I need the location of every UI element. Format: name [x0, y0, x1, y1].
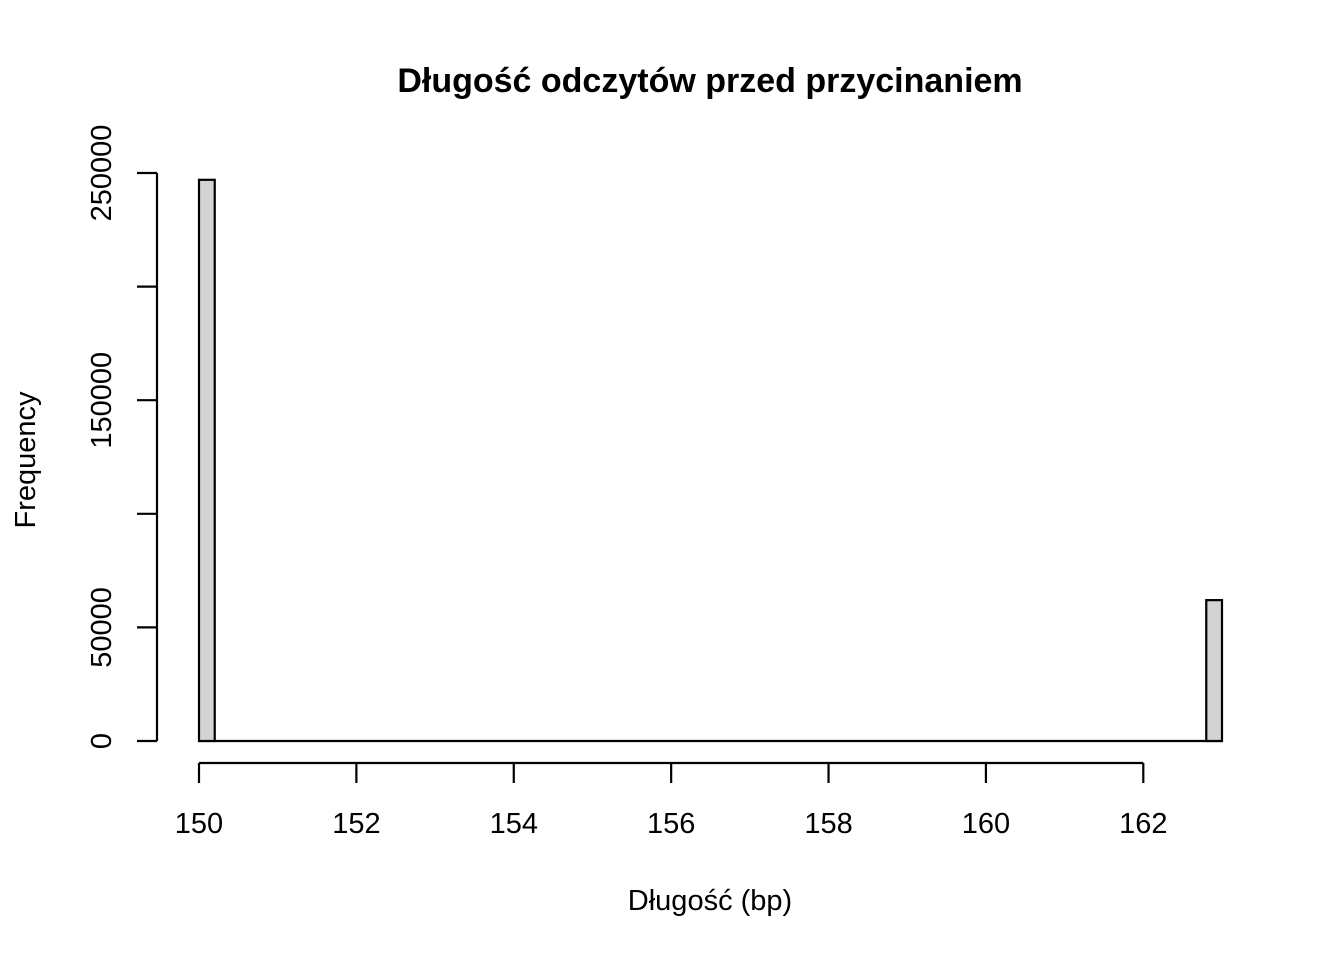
x-tick-label: 154 [490, 808, 538, 840]
y-tick-label: 0 [86, 733, 118, 749]
x-tick-label: 156 [647, 808, 695, 840]
y-axis-label: Frequency [10, 391, 42, 529]
bars-group [197, 178, 1224, 743]
x-tick-label: 162 [1119, 808, 1167, 840]
x-tick-label: 152 [332, 808, 380, 840]
y-axis: 0 50000 150000 250000 [86, 125, 159, 749]
x-axis: 150 152 154 156 158 160 162 [175, 761, 1168, 840]
x-axis-label: Długość (bp) [628, 885, 792, 917]
x-tick-label: 150 [175, 808, 223, 840]
y-tick-label: 150000 [86, 352, 118, 449]
x-tick-label: 158 [804, 808, 852, 840]
histogram-bar [1205, 599, 1224, 743]
x-tick-label: 160 [962, 808, 1010, 840]
chart-title: Długość odczytów przed przycinaniem [397, 62, 1022, 100]
y-tick-label: 50000 [86, 587, 118, 668]
y-tick-label: 250000 [86, 125, 118, 222]
histogram-bar [197, 178, 216, 743]
